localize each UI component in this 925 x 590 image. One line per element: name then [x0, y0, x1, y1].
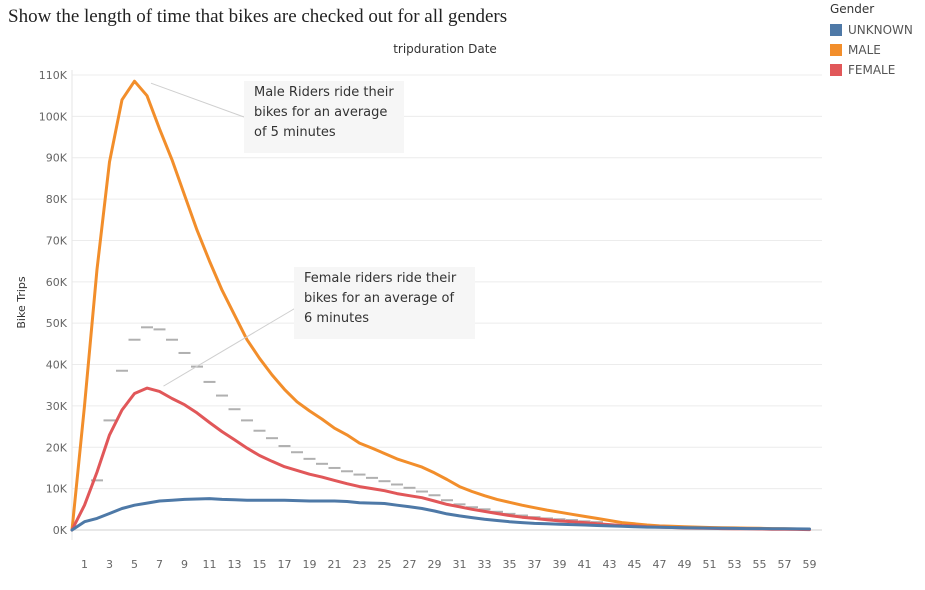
annotation-male: Male Riders ride their bikes for an aver… [244, 81, 404, 153]
x-tick-label: 1 [81, 558, 88, 571]
legend-title: Gender [830, 2, 875, 16]
x-tick-label: 49 [678, 558, 692, 571]
legend-item-male[interactable]: MALE [830, 40, 913, 60]
series-lines [70, 79, 811, 532]
x-tick-label: 59 [803, 558, 817, 571]
annotation-female: Female riders ride their bikes for an av… [294, 267, 475, 339]
y-tick-label: 40K [46, 359, 68, 372]
x-tick-label: 35 [503, 558, 517, 571]
legend-swatch-unknown [830, 24, 842, 36]
x-tick-label: 19 [303, 558, 317, 571]
y-tick-label: 20K [46, 441, 68, 454]
x-tick-label: 29 [428, 558, 442, 571]
x-tick-label: 47 [653, 558, 667, 571]
x-tick-label: 31 [453, 558, 467, 571]
legend-item-female[interactable]: FEMALE [830, 60, 913, 80]
x-tick-label: 23 [353, 558, 367, 571]
legend-label-male: MALE [848, 43, 881, 57]
annotation-callouts [150, 82, 305, 387]
x-tick-label: 45 [628, 558, 642, 571]
legend-label-female: FEMALE [848, 63, 896, 77]
x-tick-label: 33 [478, 558, 492, 571]
series-line-unknown [70, 497, 811, 532]
x-tick-label: 3 [106, 558, 113, 571]
y-tick-label: 50K [46, 317, 68, 330]
y-tick-label: 10K [46, 483, 68, 496]
x-tick-label: 57 [778, 558, 792, 571]
legend-item-unknown[interactable]: UNKNOWN [830, 20, 913, 40]
x-tick-label: 51 [703, 558, 717, 571]
reference-marks [91, 326, 603, 524]
x-tick-label: 37 [528, 558, 542, 571]
y-tick-label: 90K [46, 152, 68, 165]
page-title: Show the length of time that bikes are c… [8, 6, 508, 27]
series-line-female [70, 386, 811, 532]
chart-title: tripduration Date [393, 42, 497, 56]
y-tick-label: 70K [46, 234, 68, 247]
y-tick-label: 60K [46, 276, 68, 289]
callout-line-female [163, 302, 305, 387]
x-tick-label: 9 [181, 558, 188, 571]
x-tick-label: 43 [603, 558, 617, 571]
legend-swatch-male [830, 44, 842, 56]
x-tick-label: 41 [578, 558, 592, 571]
legend: Gender UNKNOWN MALE FEMALE [830, 2, 913, 80]
x-tick-label: 27 [403, 558, 417, 571]
x-tick-label: 25 [378, 558, 392, 571]
x-tick-label: 39 [553, 558, 567, 571]
x-tick-label: 21 [328, 558, 342, 571]
y-axis: 0K 10K 20K 30K 40K 50K 60K 70K 80K 90K 100K 110K [39, 69, 68, 537]
x-tick-label: 11 [203, 558, 217, 571]
x-tick-label: 7 [156, 558, 163, 571]
x-tick-label: 55 [753, 558, 767, 571]
x-tick-label: 15 [253, 558, 267, 571]
x-tick-label: 5 [131, 558, 138, 571]
y-tick-label: 110K [39, 69, 68, 82]
y-tick-label: 30K [46, 400, 68, 413]
legend-label-unknown: UNKNOWN [848, 23, 913, 37]
callout-line-male [150, 82, 245, 118]
y-tick-label: 100K [39, 110, 68, 123]
x-tick-label: 17 [278, 558, 292, 571]
y-tick-label: 80K [46, 193, 68, 206]
y-axis-title: Bike Trips [15, 276, 28, 329]
y-tick-label: 0K [53, 524, 68, 537]
x-tick-label: 53 [728, 558, 742, 571]
x-axis: 1 3 5 7 9 11 13 15 17 19 21 23 25 27 29 31 33 35 37 39 41 43 4… [81, 558, 817, 571]
x-tick-label: 13 [228, 558, 242, 571]
legend-swatch-female [830, 64, 842, 76]
